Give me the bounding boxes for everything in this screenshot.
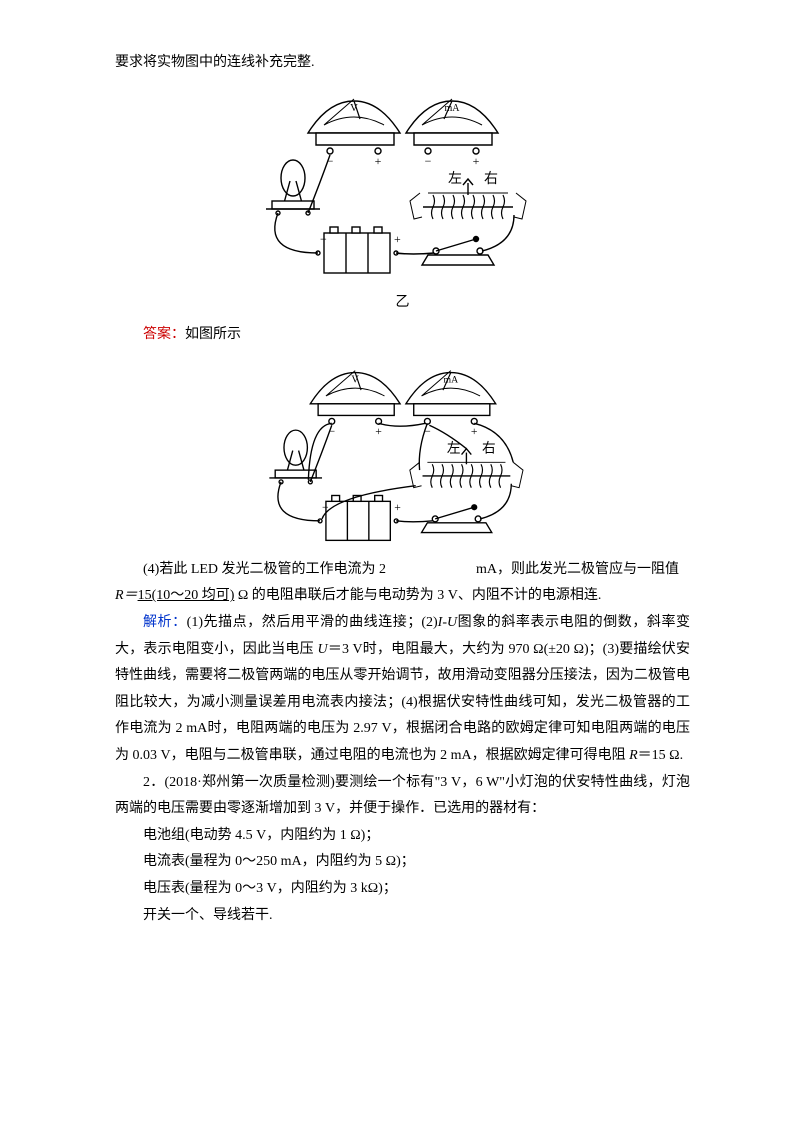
circuit-diagram-2: V − + mA − + xyxy=(248,355,558,555)
svg-text:右: 右 xyxy=(484,171,498,187)
analysis-b1: (1)先描点，然后用平滑的曲线连接；(2) xyxy=(187,615,438,630)
svg-text:+: + xyxy=(374,154,381,168)
q4-r-val: 15(10～20 均可) xyxy=(138,588,235,603)
analysis: 解析：(1)先描点，然后用平滑的曲线连接；(2)I-U图象的斜率表示电阻的倒数，… xyxy=(115,610,690,770)
figure-2: V − + mA − + xyxy=(115,355,690,555)
question-2-header: 2．(2018·郑州第一次质量检测)要测绘一个标有"3 V，6 W"小灯泡的伏安… xyxy=(115,770,690,823)
milliammeter: mA − + xyxy=(406,99,498,168)
analysis-b4: ＝15 Ω. xyxy=(638,748,683,763)
q4-prefix: (4)若此 LED 发光二极管的工作电流为 2 xyxy=(143,562,386,577)
item-2: 电压表(量程为 0～3 V，内阻约为 3 kΩ)； xyxy=(115,876,690,903)
item-3: 开关一个、导线若干. xyxy=(115,903,690,930)
analysis-r: R xyxy=(629,748,638,763)
svg-text:V: V xyxy=(350,102,358,114)
svg-text:V: V xyxy=(351,373,359,385)
svg-text:+: + xyxy=(470,425,477,438)
q4-mid: mA，则此发光二极管应与一阻值 xyxy=(476,562,679,577)
svg-text:+: + xyxy=(375,425,382,438)
analysis-iu: I-U xyxy=(438,615,457,630)
rheostat: 左 右 xyxy=(410,171,526,219)
svg-text:+: + xyxy=(394,232,401,246)
svg-text:−: − xyxy=(320,232,327,246)
answer-text: 如图所示 xyxy=(185,327,241,342)
voltmeter: V − + xyxy=(308,99,400,168)
figure-1-caption: 乙 xyxy=(115,290,690,317)
analysis-b3: ＝3 V时，电阻最大，大约为 970 Ω(±20 Ω)；(3)要描绘伏安特性曲线… xyxy=(115,642,690,763)
battery: − + xyxy=(316,227,401,273)
svg-text:+: + xyxy=(394,501,401,514)
answer-line: 答案：如图所示 xyxy=(115,322,690,349)
question-4-line2: R＝15(10～20 均可) Ω 的电阻串联后才能与电动势为 3 V、内阻不计的… xyxy=(115,583,690,610)
svg-text:左: 左 xyxy=(448,171,462,187)
analysis-u: U xyxy=(318,642,328,657)
led-component xyxy=(266,160,320,215)
circuit-diagram-1: V − + mA − + xyxy=(248,83,558,288)
item-1: 电流表(量程为 0～250 mA，内阻约为 5 Ω)； xyxy=(115,849,690,876)
svg-text:mA: mA xyxy=(444,103,460,114)
analysis-prefix: 解析： xyxy=(143,615,187,630)
svg-text:−: − xyxy=(424,154,431,168)
q4-tail: Ω 的电阻串联后才能与电动势为 3 V、内阻不计的电源相连. xyxy=(234,588,601,603)
q4-r-eq: R＝ xyxy=(115,588,138,603)
intro-line: 要求将实物图中的连线补充完整. xyxy=(115,50,690,77)
svg-text:右: 右 xyxy=(482,440,496,455)
svg-text:mA: mA xyxy=(443,374,458,385)
question-4: (4)若此 LED 发光二极管的工作电流为 2 mA，则此发光二极管应与一阻值 xyxy=(115,557,690,584)
svg-text:+: + xyxy=(472,154,479,168)
figure-1: V − + mA − + xyxy=(115,83,690,288)
item-0: 电池组(电动势 4.5 V，内阻约为 1 Ω)； xyxy=(115,823,690,850)
answer-prefix: 答案： xyxy=(143,327,185,342)
